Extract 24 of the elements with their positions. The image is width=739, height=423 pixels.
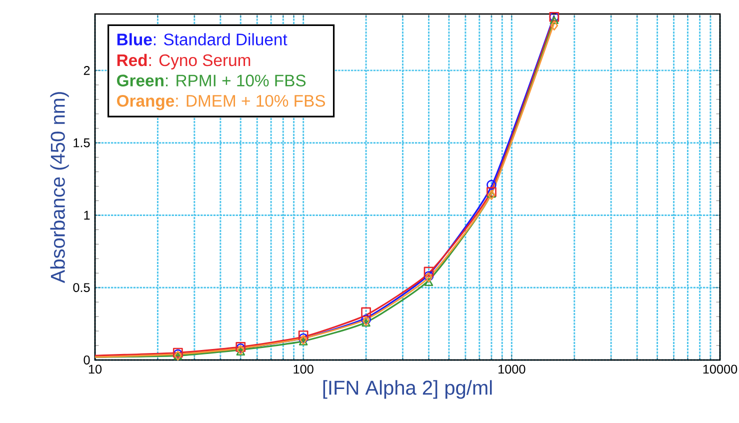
y-axis-title: Absorbance (450 nm) xyxy=(50,92,69,284)
text: Green: RPMI + 10% FBS xyxy=(117,74,306,86)
point xyxy=(424,266,434,277)
text: Orange: DMEM + 10% FBS xyxy=(117,94,325,110)
y-tick-label: 0.5 xyxy=(73,283,90,292)
x-tick-label: 1000 xyxy=(498,364,526,374)
x-axis-title: [IFN Alpha 2] pg/ml xyxy=(323,380,492,399)
point xyxy=(486,187,496,197)
y-tick-label: 0 xyxy=(84,356,90,364)
point xyxy=(362,318,370,327)
point xyxy=(298,330,308,340)
point xyxy=(424,278,434,286)
point xyxy=(361,307,371,318)
text: Blue: Standard Diluent xyxy=(117,33,288,46)
point xyxy=(236,348,245,356)
y-tick-label: 1 xyxy=(84,210,90,220)
point xyxy=(486,180,496,190)
x-tick-label: 10 xyxy=(88,364,102,374)
text: Red: Cyno Serum xyxy=(117,54,250,70)
y-tick-label: 2 xyxy=(84,66,90,75)
x-tick-label: 100 xyxy=(294,364,314,374)
y-tick-label: 1.5 xyxy=(74,138,90,148)
x-tick-label: 10000 xyxy=(703,364,738,374)
point xyxy=(298,338,308,346)
